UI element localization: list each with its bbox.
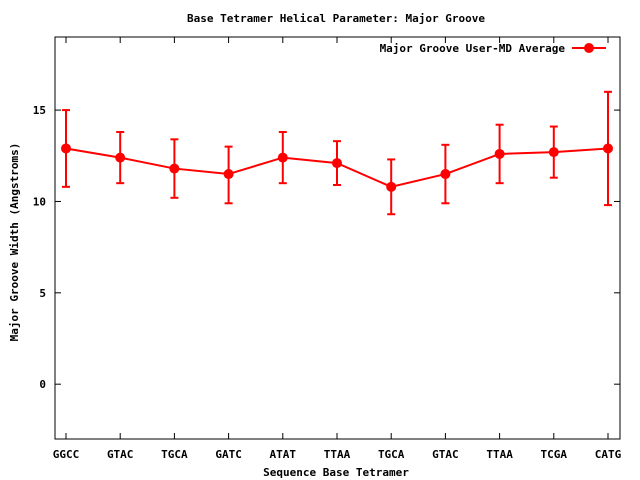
y-axis-label: Major Groove Width (Angstroms) [8, 143, 21, 342]
legend-marker [584, 43, 594, 53]
x-tick-label: GGCC [53, 448, 80, 461]
data-point [115, 152, 126, 163]
x-tick-label: TGCA [378, 448, 405, 461]
x-tick-label: ATAT [270, 448, 297, 461]
data-point [603, 143, 613, 154]
plot-frame [54, 36, 621, 440]
legend-label: Major Groove User-MD Average [380, 42, 566, 55]
x-axis: GGCC GTAC TGCA GATC ATAT TTAA TGCA GTAC TTAA TCGA… [53, 37, 622, 461]
x-axis-label: Sequence Base Tetramer [263, 466, 409, 479]
x-tick-label: TTAA [486, 448, 513, 461]
x-tick-label: GTAC [107, 448, 134, 461]
data-point [223, 169, 234, 180]
data-point [494, 148, 505, 159]
y-axis: 0 5 10 15 [33, 104, 620, 391]
data-point [332, 158, 342, 169]
x-tick-label: TTAA [324, 448, 351, 461]
data-point [169, 163, 180, 174]
y-tick-label: 5 [39, 287, 46, 300]
data-point [61, 143, 71, 154]
x-tick-label: TGCA [161, 448, 188, 461]
x-tick-label: GATC [215, 448, 242, 461]
x-tick-label: GTAC [432, 448, 459, 461]
data-point [440, 169, 451, 180]
y-tick-label: 15 [33, 104, 46, 117]
data-point [277, 152, 288, 163]
x-tick-label: CATG [595, 448, 622, 461]
y-tick-label: 0 [39, 378, 46, 391]
data-point [386, 181, 397, 192]
y-tick-label: 10 [33, 195, 46, 208]
legend: Major Groove User-MD Average [380, 42, 606, 55]
series-layer [61, 90, 613, 216]
data-point [548, 147, 559, 158]
x-tick-label: TCGA [541, 448, 568, 461]
chart-title: Base Tetramer Helical Parameter: Major G… [187, 12, 485, 25]
